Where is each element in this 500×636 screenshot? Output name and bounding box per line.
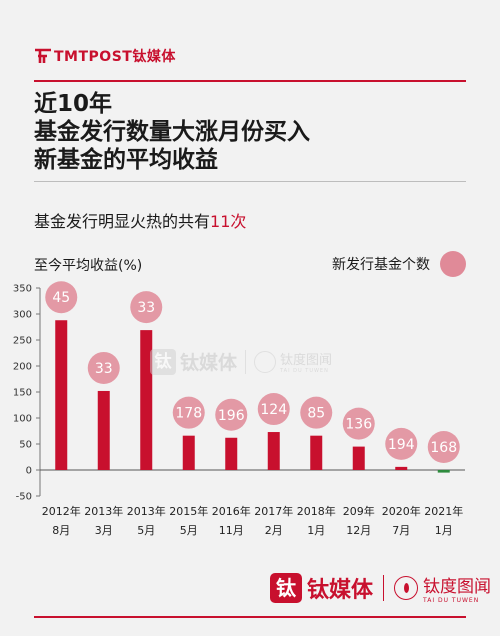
chart-subtitle: 基金发行明显火热的共有11次 — [34, 208, 246, 232]
count-label: 124 — [260, 402, 287, 418]
footer-logo-icon: 钛 — [270, 573, 302, 603]
count-bubble — [300, 396, 333, 429]
x-tick-label-month: 11月 — [219, 524, 244, 537]
x-tick-label-year: 2021年 — [424, 504, 463, 518]
y-axis-label: 至今平均收益(%) — [34, 258, 143, 274]
count-label: 85 — [307, 406, 325, 422]
count-label: 196 — [218, 408, 245, 424]
x-tick-label-year: 2015年 — [169, 504, 208, 518]
count-label: 33 — [95, 361, 113, 377]
x-tick-label-year: 2017年 — [254, 504, 293, 518]
count-label: 178 — [175, 406, 202, 422]
bar — [182, 435, 195, 470]
footer-right-en: TAI DU TUWEN — [423, 597, 480, 604]
bottom-divider — [34, 616, 466, 618]
count-label: 33 — [137, 300, 155, 316]
subtitle-text: 基金发行明显火热的共有 — [34, 212, 211, 231]
x-tick-label-year: 2020年 — [382, 504, 421, 518]
y-tick-label: 300 — [13, 310, 32, 321]
y-tick-label: 200 — [13, 362, 32, 373]
tmtpost-logo-icon — [35, 48, 51, 63]
bar — [225, 437, 238, 470]
y-tick-label: 50 — [19, 440, 32, 451]
count-label: 45 — [52, 290, 70, 306]
count-label: 168 — [430, 440, 457, 456]
footer-right-cn: 钛度图闻 — [423, 577, 492, 597]
legend-label: 新发行基金个数 — [332, 257, 430, 273]
x-tick-label-month: 8月 — [52, 524, 70, 537]
count-bubble — [130, 291, 163, 324]
footer-eye-icon — [394, 576, 419, 600]
footer-brand: 钛 钛媒体 钛度图闻 TAI DU TUWEN — [270, 572, 491, 604]
bar — [97, 390, 110, 470]
count-bubble — [385, 427, 418, 460]
x-tick-label-month: 1月 — [307, 524, 325, 537]
y-tick-label: 350 — [13, 284, 32, 295]
x-tick-label-month: 1月 — [435, 524, 453, 537]
bar — [310, 435, 323, 470]
watermark: 钛 钛媒体 钛度图闻 TAI DU TUWEN — [150, 348, 332, 375]
chart-legend: 新发行基金个数 — [332, 251, 466, 277]
count-bubble — [45, 281, 78, 314]
bar — [395, 466, 408, 470]
subtitle-highlight: 11次 — [210, 212, 247, 231]
watermark-right-cn: 钛度图闻 — [280, 353, 333, 368]
count-bubble — [87, 351, 120, 384]
brand-logo: TMTPOST钛媒体 — [34, 46, 176, 66]
x-tick-label-year: 2018年 — [297, 504, 336, 518]
count-bubble — [342, 407, 375, 440]
footer-divider — [383, 575, 385, 601]
bar — [267, 432, 280, 470]
legend-bubble-swatch — [440, 251, 466, 277]
y-tick-label: 150 — [13, 388, 32, 399]
x-tick-label-year: 2012年 — [42, 504, 81, 518]
footer-brand-text: 钛媒体 — [307, 578, 374, 603]
bar — [140, 330, 153, 470]
count-bubble — [427, 431, 460, 463]
watermark-logo-icon: 钛 — [150, 348, 176, 375]
x-tick-label-year: 209年 — [343, 504, 375, 518]
x-tick-label-year: 2013年 — [127, 504, 166, 518]
bar — [437, 470, 450, 473]
count-bubble — [257, 393, 290, 426]
x-tick-label-month: 2月 — [265, 524, 283, 537]
top-divider — [34, 80, 466, 82]
title-line-2: 基金发行数量大涨月份买入 — [34, 119, 310, 145]
x-tick-label-month: 7月 — [392, 524, 410, 537]
title-divider — [34, 181, 466, 182]
y-tick-label: 250 — [13, 336, 32, 347]
count-label: 194 — [388, 437, 415, 453]
count-bubble — [215, 398, 248, 431]
title-line-3: 新基金的平均收益 — [34, 147, 218, 173]
x-tick-label-month: 12月 — [346, 524, 371, 537]
bar — [55, 320, 68, 470]
watermark-divider — [245, 349, 247, 374]
bar-chart: -50 0 50 100 150 200 250 300 350 45 2012年 8月 33 2013年… — [13, 281, 465, 537]
watermark-text: 钛媒体 — [180, 352, 238, 374]
watermark-eye-icon — [254, 350, 277, 373]
y-tick-label: -50 — [16, 492, 32, 503]
x-tick-label-month: 5月 — [137, 524, 155, 537]
x-tick-label-month: 3月 — [95, 524, 113, 537]
count-label: 136 — [345, 417, 372, 433]
count-bubble — [172, 396, 205, 429]
y-tick-label: 100 — [13, 414, 32, 425]
bar — [352, 446, 365, 470]
page-title: 近10年 基金发行数量大涨月份买入 新基金的平均收益 — [34, 90, 474, 174]
y-tick-label: 0 — [26, 466, 32, 477]
brand-name: TMTPOST钛媒体 — [54, 49, 176, 65]
x-tick-label-year: 2016年 — [212, 504, 251, 518]
watermark-right-en: TAI DU TUWEN — [280, 368, 329, 374]
title-line-1: 近10年 — [34, 91, 113, 117]
x-tick-label-month: 5月 — [180, 524, 198, 537]
x-tick-label-year: 2013年 — [84, 504, 123, 518]
